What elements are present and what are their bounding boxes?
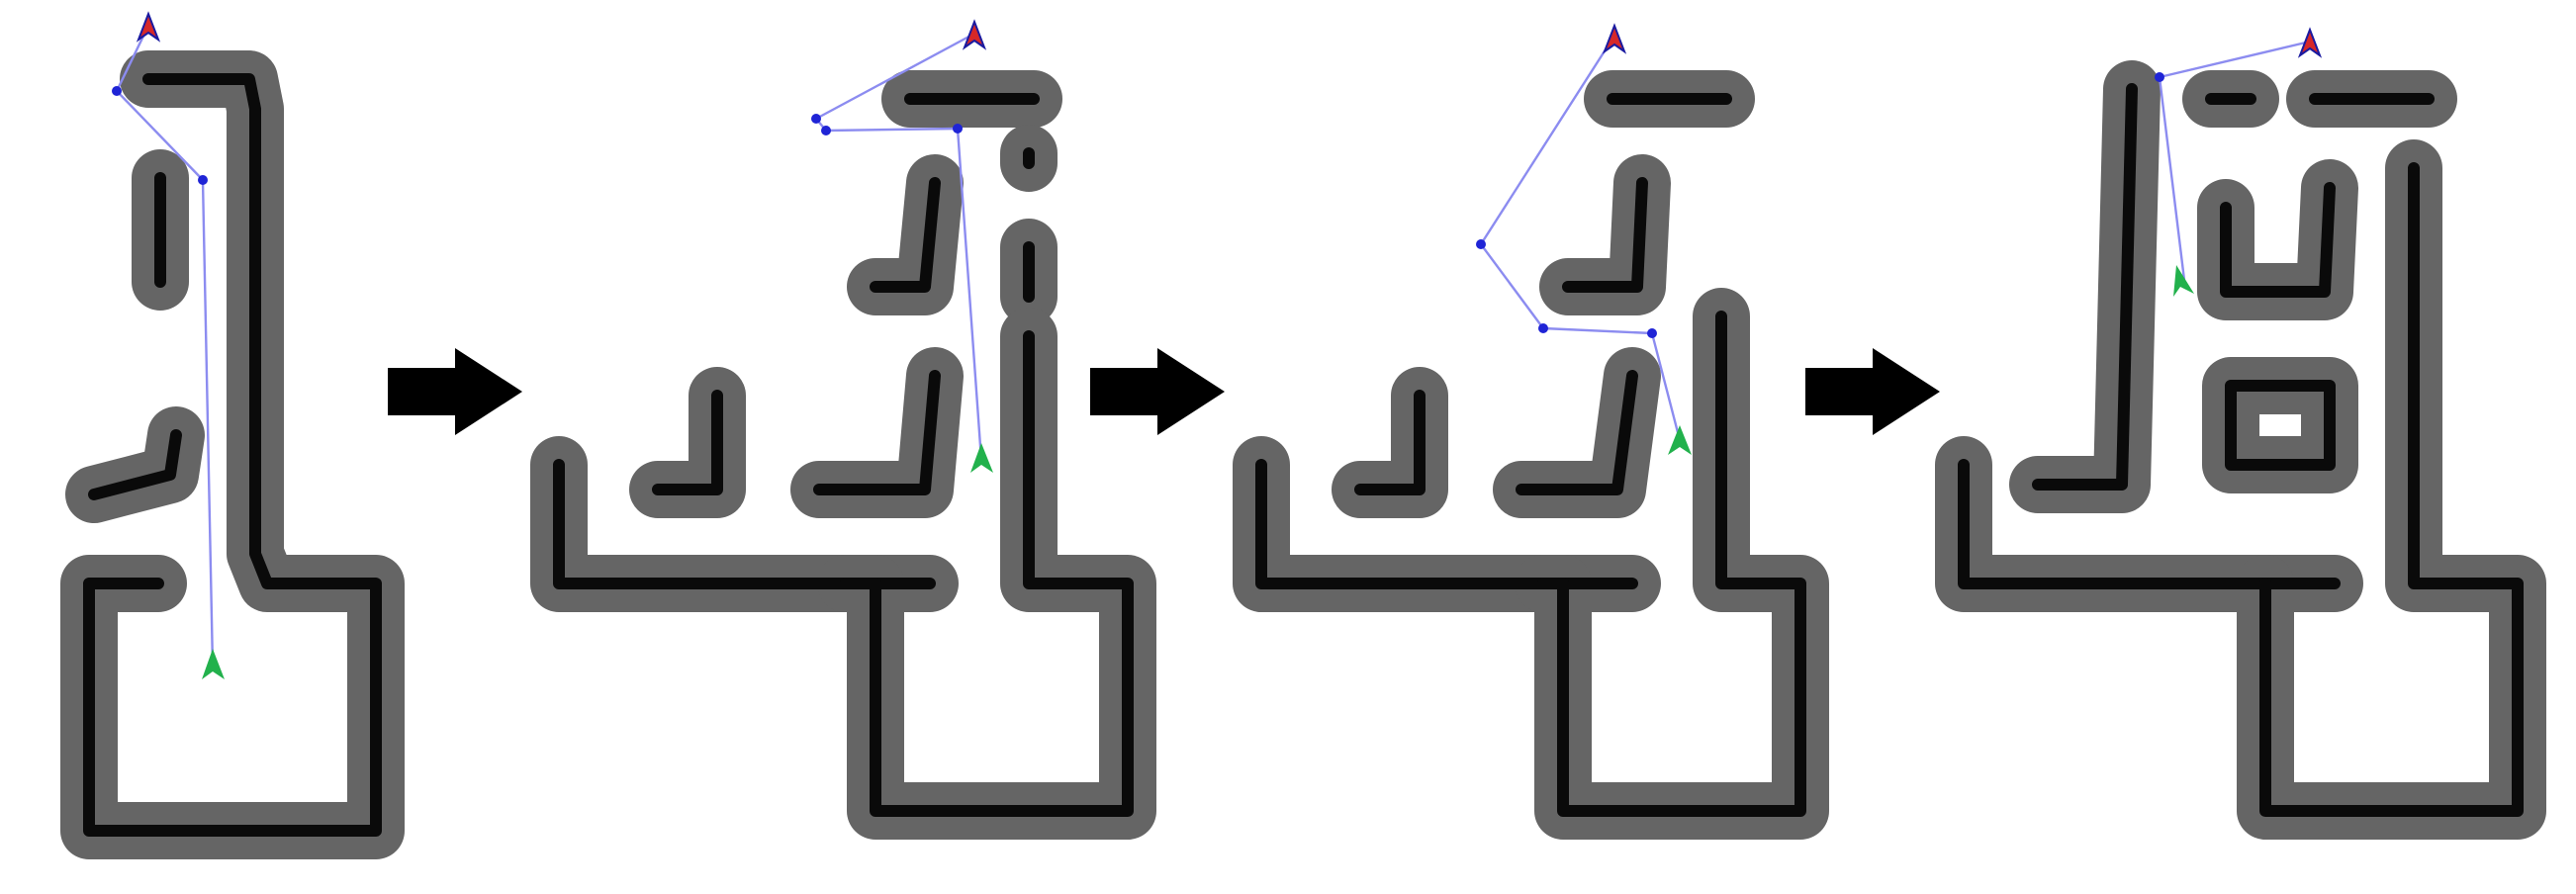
waypoint bbox=[821, 126, 831, 135]
goal-marker-icon bbox=[1602, 23, 1627, 54]
right-arrow-icon bbox=[1090, 348, 1225, 435]
walls bbox=[83, 73, 382, 837]
walls bbox=[553, 93, 1134, 817]
waypoint bbox=[811, 114, 821, 124]
map-panel-3 bbox=[1233, 23, 1829, 840]
planned-path bbox=[2155, 40, 2311, 281]
waypoint bbox=[112, 86, 122, 96]
goal-marker-icon bbox=[136, 11, 161, 43]
start-marker-icon bbox=[2173, 265, 2194, 297]
waypoint bbox=[2155, 72, 2164, 82]
start-marker-icon bbox=[1668, 425, 1692, 455]
inflated-obstacles bbox=[1935, 60, 2546, 840]
map-panel-2 bbox=[530, 19, 1156, 840]
waypoint bbox=[953, 124, 963, 134]
waypoint bbox=[198, 175, 208, 185]
map-panel-4 bbox=[1935, 27, 2546, 840]
planned-path bbox=[1476, 35, 1682, 441]
walls bbox=[1255, 93, 1806, 817]
waypoint bbox=[1538, 323, 1548, 333]
start-marker-icon bbox=[202, 649, 225, 679]
right-arrow-icon bbox=[1805, 348, 1940, 435]
walls bbox=[1958, 83, 2524, 817]
planned-path bbox=[811, 32, 983, 461]
goal-marker-icon bbox=[962, 19, 987, 50]
waypoint bbox=[1647, 328, 1657, 338]
planned-path bbox=[112, 25, 215, 669]
inflated-obstacles bbox=[530, 70, 1156, 840]
goal-marker-icon bbox=[2297, 27, 2323, 58]
right-arrow-icon bbox=[388, 348, 522, 435]
start-marker-icon bbox=[970, 443, 993, 473]
map-panel-1 bbox=[60, 11, 405, 859]
waypoint bbox=[1476, 239, 1486, 249]
inflated-obstacles bbox=[60, 50, 405, 859]
